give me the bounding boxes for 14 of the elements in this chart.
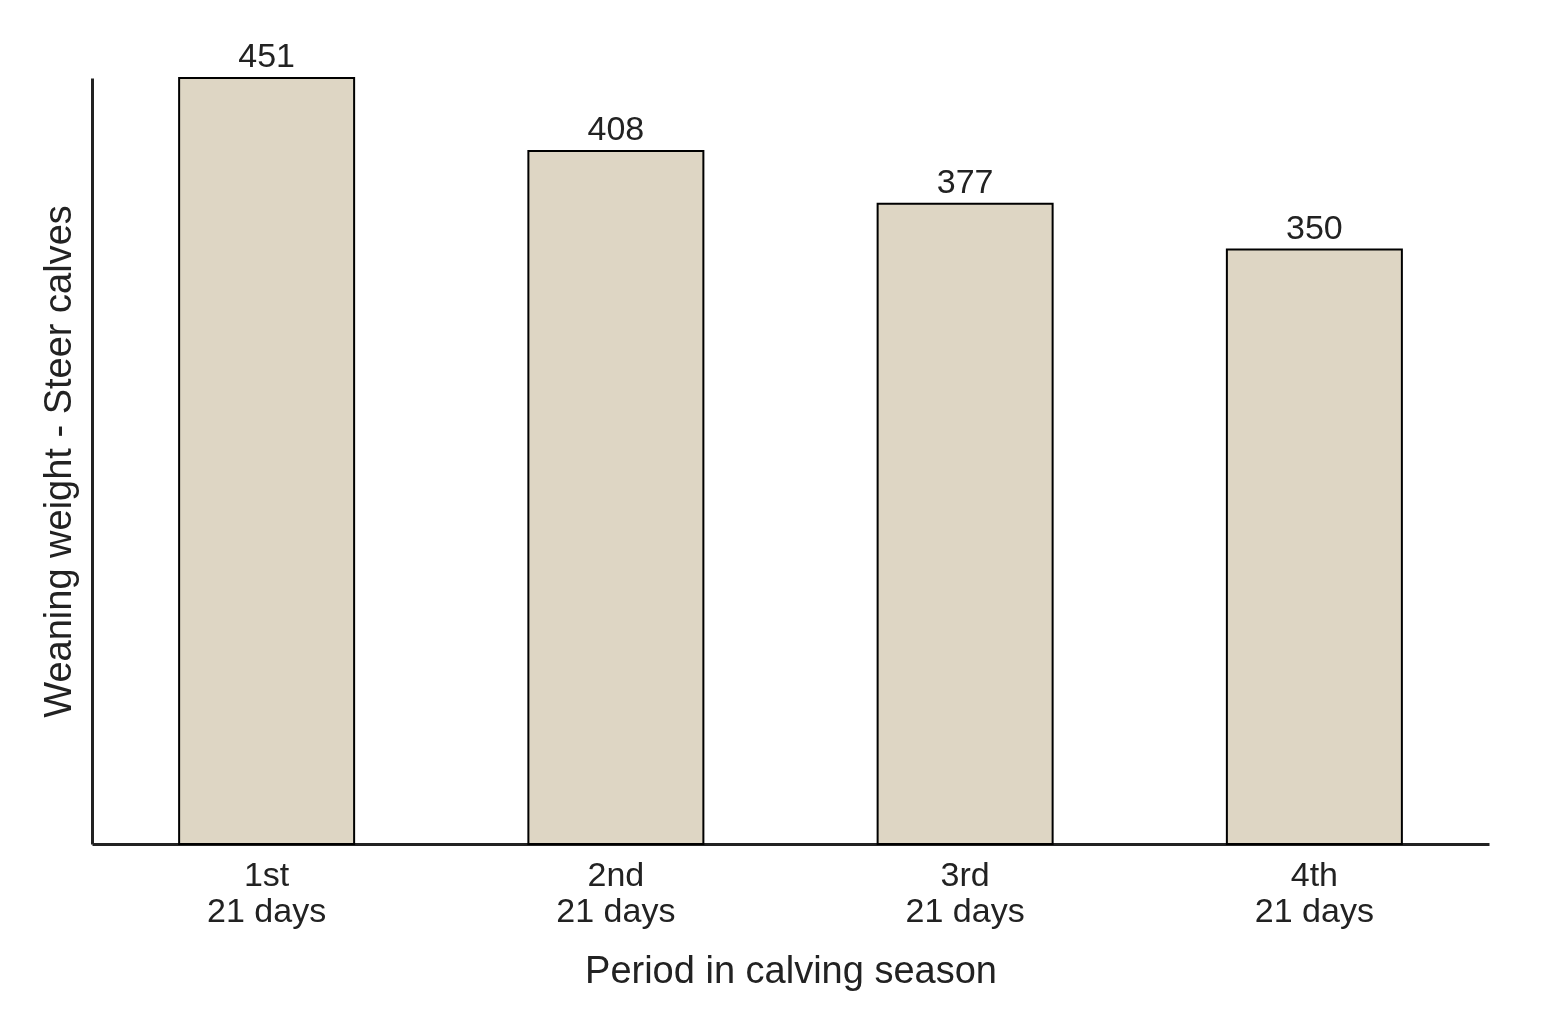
x-tick-label: 3rd 21 days xyxy=(905,854,1025,929)
bar xyxy=(1225,248,1403,845)
data-label: 350 xyxy=(1286,207,1343,246)
data-label: 408 xyxy=(587,109,645,148)
bar xyxy=(178,77,356,845)
data-label: 377 xyxy=(936,161,994,200)
y-axis-title: Weaning weight - Steer calves xyxy=(36,205,79,718)
bar xyxy=(876,202,1054,845)
x-tick-label: 1st 21 days xyxy=(207,854,327,929)
x-tick-label: 2nd 21 days xyxy=(556,854,676,929)
x-tick-label: 4th 21 days xyxy=(1254,854,1374,929)
x-axis-title: Period in calving season xyxy=(585,948,997,991)
data-label: 451 xyxy=(238,36,295,74)
bar xyxy=(527,150,705,845)
